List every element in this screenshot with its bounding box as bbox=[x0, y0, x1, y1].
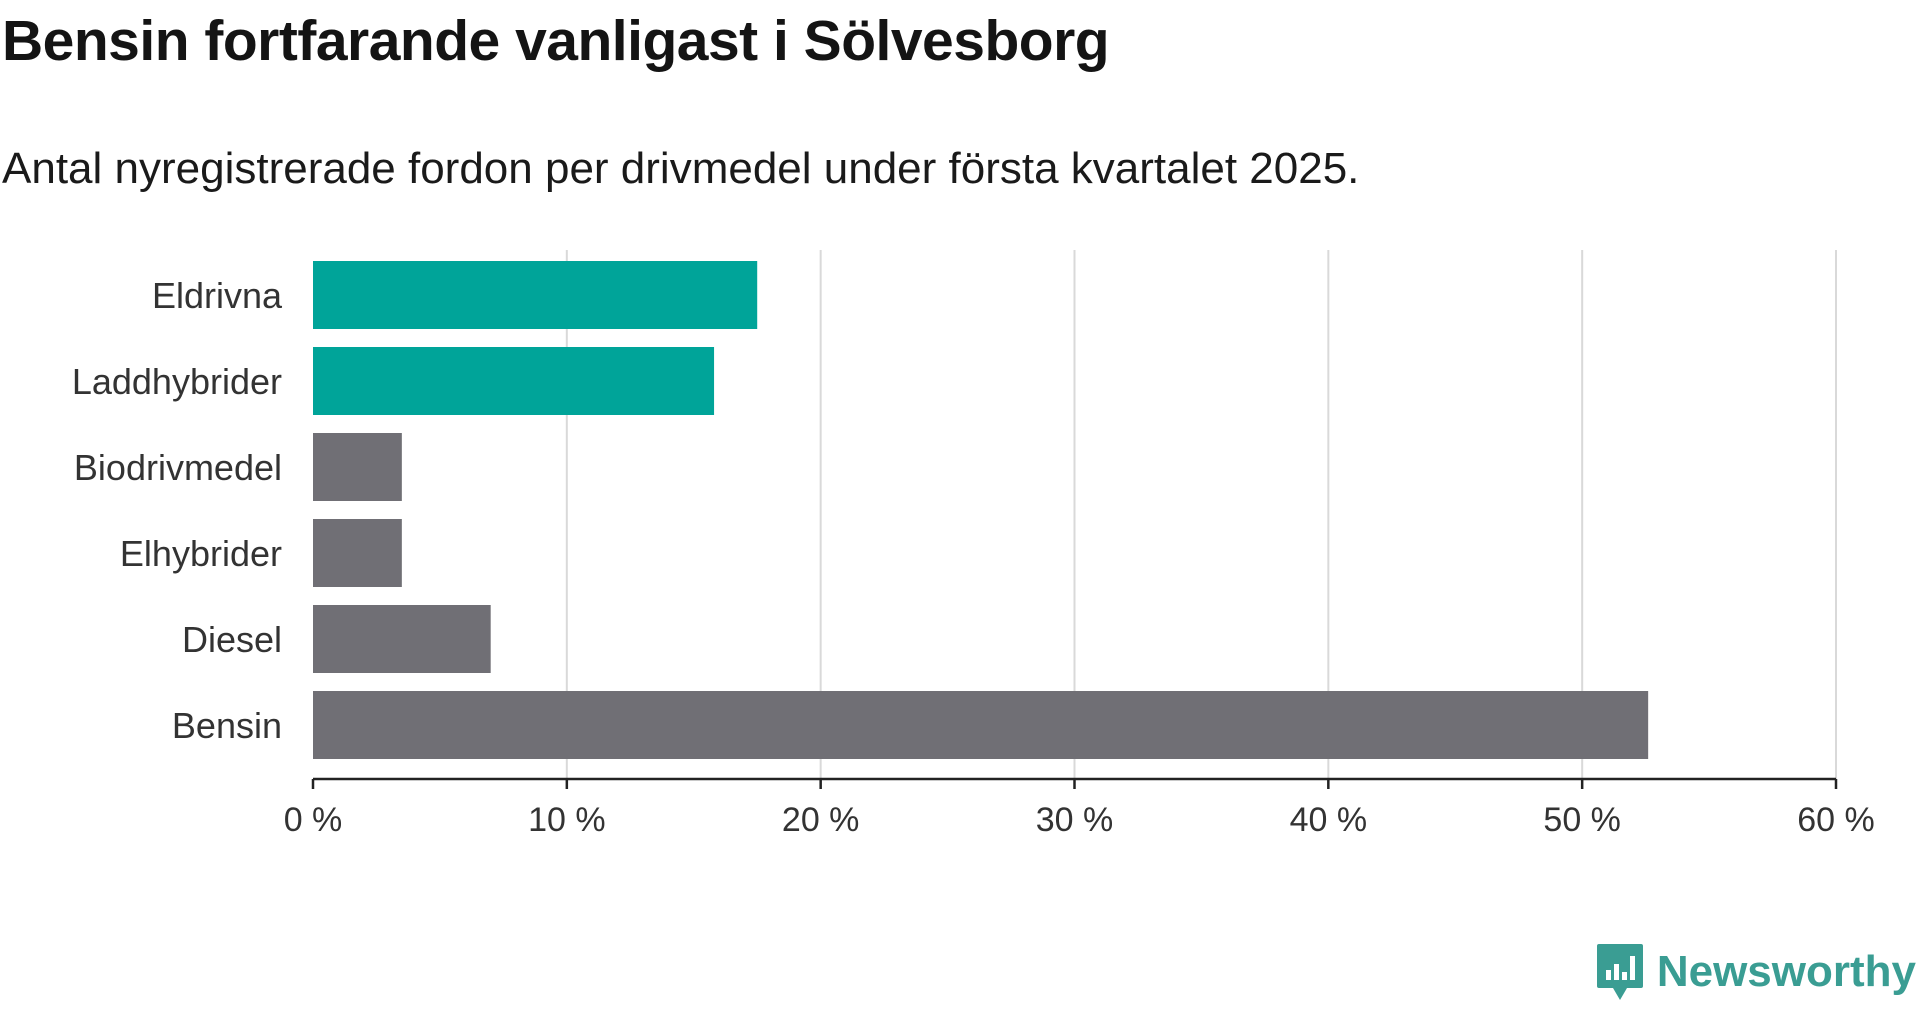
x-tick-label: 30 % bbox=[1036, 801, 1114, 839]
category-label: Bensin bbox=[172, 705, 282, 746]
category-label: Laddhybrider bbox=[72, 361, 282, 402]
brand: Newsworthy bbox=[1595, 940, 1916, 1004]
category-label: Elhybrider bbox=[120, 533, 282, 574]
x-tick-label: 60 % bbox=[1797, 801, 1875, 839]
category-label: Biodrivmedel bbox=[74, 447, 282, 488]
bar bbox=[313, 347, 715, 415]
category-label: Diesel bbox=[182, 619, 282, 660]
x-tick-label: 0 % bbox=[284, 801, 343, 839]
chart-subtitle: Antal nyregistrerade fordon per drivmede… bbox=[2, 144, 1360, 193]
newsworthy-logo-icon bbox=[1596, 944, 1643, 1000]
chart-title: Bensin fortfarande vanligast i Sölvesbor… bbox=[2, 9, 1110, 73]
bar bbox=[313, 691, 1649, 759]
bar-chart: Eldrivna Laddhybrider Biodrivmedel Elhybrid… bbox=[72, 250, 1875, 839]
bar bbox=[313, 261, 758, 329]
x-tick-label: 50 % bbox=[1543, 801, 1621, 839]
category-label: Eldrivna bbox=[152, 275, 283, 316]
x-tick-label: 10 % bbox=[528, 801, 606, 839]
grid-layer bbox=[565, 250, 1837, 779]
x-tick-label: 20 % bbox=[782, 801, 860, 839]
bar bbox=[313, 433, 402, 501]
axis-layer: Eldrivna Laddhybrider Biodrivmedel Elhybrid… bbox=[72, 275, 1875, 839]
bar-layer bbox=[313, 261, 1649, 759]
x-tick-label: 40 % bbox=[1290, 801, 1368, 839]
bar bbox=[313, 605, 491, 673]
brand-name: Newsworthy bbox=[1656, 947, 1916, 996]
bar bbox=[313, 519, 402, 587]
